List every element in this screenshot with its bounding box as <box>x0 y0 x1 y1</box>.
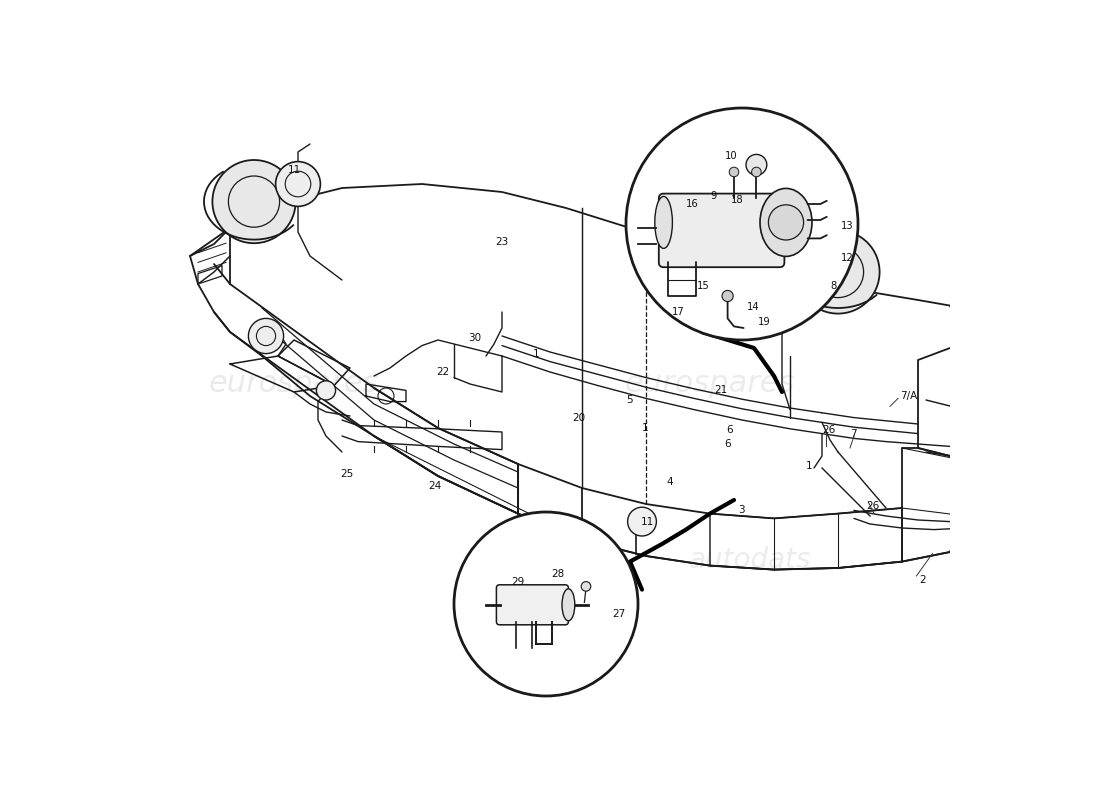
Ellipse shape <box>760 188 812 256</box>
Circle shape <box>276 162 320 206</box>
Text: 7: 7 <box>850 429 857 438</box>
Circle shape <box>729 167 739 177</box>
Text: 9: 9 <box>710 191 716 201</box>
Circle shape <box>796 230 880 314</box>
Ellipse shape <box>562 589 575 621</box>
Text: 6: 6 <box>725 439 732 449</box>
Text: 10: 10 <box>725 151 737 161</box>
Text: 25: 25 <box>340 469 353 478</box>
Text: 17: 17 <box>672 307 684 317</box>
Text: 2: 2 <box>920 575 926 585</box>
Text: 12: 12 <box>840 253 854 262</box>
Text: 19: 19 <box>758 317 771 326</box>
Text: 20: 20 <box>572 413 585 422</box>
Text: eurospares: eurospares <box>625 370 795 398</box>
FancyBboxPatch shape <box>659 194 784 267</box>
Text: 30: 30 <box>469 333 482 342</box>
Circle shape <box>626 108 858 340</box>
Circle shape <box>212 160 296 243</box>
Text: 11: 11 <box>287 165 301 174</box>
Circle shape <box>628 507 657 536</box>
Circle shape <box>751 167 761 177</box>
Circle shape <box>581 582 591 591</box>
Circle shape <box>249 318 284 354</box>
Text: eurospares: eurospares <box>632 210 788 238</box>
Text: 24: 24 <box>428 482 441 491</box>
Text: 1: 1 <box>642 423 649 433</box>
Text: 14: 14 <box>747 302 759 312</box>
Text: 1: 1 <box>806 461 813 470</box>
Text: 23: 23 <box>496 237 509 246</box>
FancyBboxPatch shape <box>496 585 569 625</box>
Text: 18: 18 <box>730 195 744 205</box>
Circle shape <box>746 154 767 175</box>
Text: 29: 29 <box>512 578 525 587</box>
Circle shape <box>317 381 336 400</box>
Circle shape <box>454 512 638 696</box>
Text: 27: 27 <box>613 610 626 619</box>
Ellipse shape <box>654 196 672 248</box>
Text: 7/A: 7/A <box>901 391 917 401</box>
Text: autodats: autodats <box>689 546 812 574</box>
Text: 3: 3 <box>738 506 745 515</box>
Text: 26: 26 <box>822 426 835 435</box>
Text: 11: 11 <box>641 517 654 526</box>
Text: 1: 1 <box>532 349 539 358</box>
Circle shape <box>769 205 804 240</box>
Text: 5: 5 <box>626 395 632 405</box>
Text: 13: 13 <box>840 221 852 230</box>
Text: 28: 28 <box>551 570 565 579</box>
Text: 4: 4 <box>666 477 672 486</box>
Text: 16: 16 <box>686 199 698 209</box>
Circle shape <box>722 290 734 302</box>
Text: 6: 6 <box>726 426 733 435</box>
Text: 21: 21 <box>714 386 727 395</box>
Text: 15: 15 <box>697 281 710 290</box>
Text: 8: 8 <box>830 281 836 290</box>
Text: eurospares: eurospares <box>209 370 380 398</box>
Text: 26: 26 <box>866 501 879 510</box>
Text: 22: 22 <box>437 367 450 377</box>
